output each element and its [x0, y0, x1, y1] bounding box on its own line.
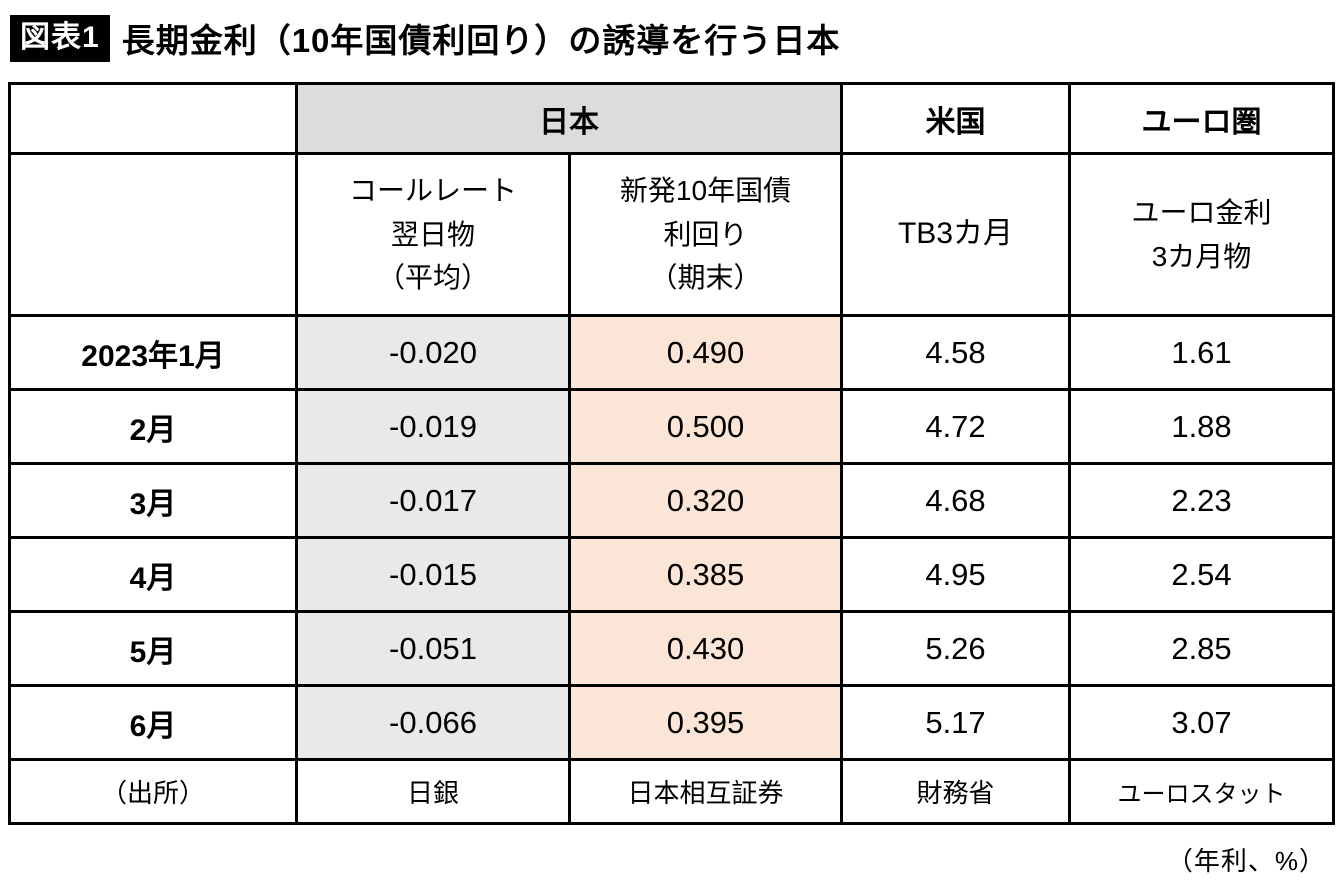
cell-jgb-yield: 0.320 — [568, 462, 843, 539]
cell-call-rate: -0.015 — [295, 536, 571, 613]
rates-table: 日本 米国 ユーロ圏 コールレート 翌日物 （平均） 新発10年国債 利回り （… — [8, 82, 1335, 825]
cell-jgb-yield: 0.430 — [568, 610, 843, 687]
cell-us-tb: 5.26 — [840, 610, 1071, 687]
column-header-jgb-yield: 新発10年国債 利回り （期末） — [568, 152, 843, 317]
table-row: 2月 -0.019 0.500 4.72 1.88 — [8, 388, 1335, 465]
table-row: 2023年1月 -0.020 0.490 4.58 1.61 — [8, 314, 1335, 391]
column-header-row: コールレート 翌日物 （平均） 新発10年国債 利回り （期末） TB3カ月 ユ… — [8, 152, 1335, 317]
table-row: 6月 -0.066 0.395 5.17 3.07 — [8, 684, 1335, 761]
figure-badge: 図表1 — [10, 14, 110, 62]
source-call-rate: 日銀 — [295, 758, 571, 825]
corner-cell — [8, 152, 298, 317]
figure-title-text: 長期金利（10年国債利回り）の誘導を行う日本 — [121, 22, 841, 59]
row-month: 6月 — [8, 684, 298, 761]
cell-call-rate: -0.017 — [295, 462, 571, 539]
cell-us-tb: 4.58 — [840, 314, 1071, 391]
row-month: 5月 — [8, 610, 298, 687]
blank-corner-cell — [8, 82, 298, 155]
cell-call-rate: -0.020 — [295, 314, 571, 391]
column-header-call-rate: コールレート 翌日物 （平均） — [295, 152, 571, 317]
cell-call-rate: -0.066 — [295, 684, 571, 761]
cell-euro-rate: 3.07 — [1068, 684, 1335, 761]
group-header-us: 米国 — [840, 82, 1071, 155]
cell-us-tb: 4.68 — [840, 462, 1071, 539]
table-row: 4月 -0.015 0.385 4.95 2.54 — [8, 536, 1335, 613]
cell-call-rate: -0.051 — [295, 610, 571, 687]
row-month: 4月 — [8, 536, 298, 613]
cell-jgb-yield: 0.500 — [568, 388, 843, 465]
source-label: （出所） — [8, 758, 298, 825]
group-header-euro: ユーロ圏 — [1068, 82, 1335, 155]
group-header-japan: 日本 — [295, 82, 843, 155]
source-jgb-yield: 日本相互証券 — [568, 758, 843, 825]
row-month: 2023年1月 — [8, 314, 298, 391]
cell-us-tb: 4.95 — [840, 536, 1071, 613]
table-row: 5月 -0.051 0.430 5.26 2.85 — [8, 610, 1335, 687]
cell-euro-rate: 2.23 — [1068, 462, 1335, 539]
source-row: （出所） 日銀 日本相互証券 財務省 ユーロスタット — [8, 758, 1335, 825]
cell-euro-rate: 2.85 — [1068, 610, 1335, 687]
cell-call-rate: -0.019 — [295, 388, 571, 465]
cell-jgb-yield: 0.395 — [568, 684, 843, 761]
cell-euro-rate: 2.54 — [1068, 536, 1335, 613]
cell-us-tb: 5.17 — [840, 684, 1071, 761]
figure-title: 図表1 長期金利（10年国債利回り）の誘導を行う日本 — [10, 14, 1332, 62]
table-row: 3月 -0.017 0.320 4.68 2.23 — [8, 462, 1335, 539]
source-us-tb: 財務省 — [840, 758, 1071, 825]
row-month: 2月 — [8, 388, 298, 465]
cell-euro-rate: 1.88 — [1068, 388, 1335, 465]
column-header-tb3m: TB3カ月 — [840, 152, 1071, 317]
source-euro-rate: ユーロスタット — [1068, 758, 1335, 825]
cell-jgb-yield: 0.490 — [568, 314, 843, 391]
group-header-row: 日本 米国 ユーロ圏 — [8, 82, 1335, 155]
row-month: 3月 — [8, 462, 298, 539]
cell-jgb-yield: 0.385 — [568, 536, 843, 613]
unit-note: （年利、%） — [1166, 846, 1326, 876]
column-header-euro-3m: ユーロ金利 3カ月物 — [1068, 152, 1335, 317]
cell-us-tb: 4.72 — [840, 388, 1071, 465]
cell-euro-rate: 1.61 — [1068, 314, 1335, 391]
